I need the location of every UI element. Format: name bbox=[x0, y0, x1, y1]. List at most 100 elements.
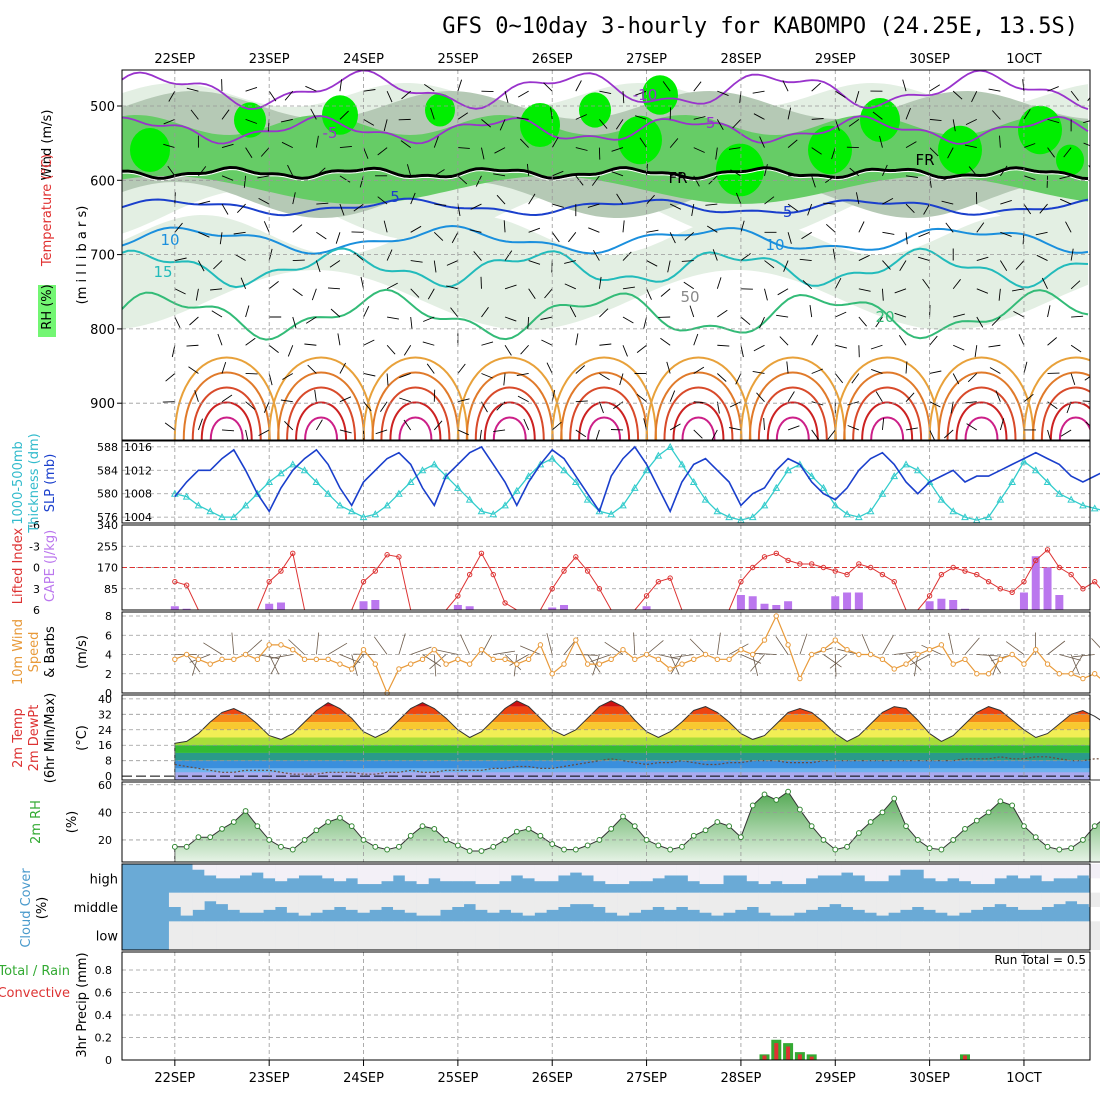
temp-tick: 40 bbox=[98, 693, 112, 706]
wind10-point bbox=[786, 643, 790, 647]
wind10-point bbox=[196, 657, 200, 661]
cloud-cell bbox=[428, 864, 440, 878]
cape-bar bbox=[454, 605, 462, 610]
cloud-cell bbox=[570, 921, 582, 950]
wind10-point bbox=[444, 662, 448, 666]
wind10-point bbox=[574, 638, 578, 642]
rh-point bbox=[739, 835, 744, 840]
cloud-level-label: low bbox=[96, 930, 119, 945]
thickness-tick: 584 bbox=[97, 464, 118, 477]
wind10-point bbox=[774, 614, 778, 618]
cloud-cell bbox=[664, 864, 676, 875]
cloud-cell bbox=[299, 864, 311, 875]
cloud-cell bbox=[794, 893, 806, 913]
cloud-cell bbox=[593, 893, 605, 907]
rh-point bbox=[573, 847, 578, 852]
cloud-cell bbox=[947, 864, 959, 878]
cloud-cell bbox=[558, 921, 570, 950]
cloud-cell bbox=[853, 921, 865, 950]
rh-point bbox=[597, 838, 602, 843]
cloud-cell bbox=[1006, 893, 1018, 907]
wind10-point bbox=[503, 657, 507, 661]
cloud-cell bbox=[322, 921, 334, 950]
temp-tick: 8 bbox=[105, 755, 112, 768]
rh-point bbox=[609, 826, 614, 831]
cape-bar bbox=[1020, 593, 1028, 611]
rh-point bbox=[538, 833, 543, 838]
date-label-top: 1OCT bbox=[1006, 52, 1042, 67]
rh-point bbox=[1022, 824, 1027, 829]
cloud-cell bbox=[275, 864, 287, 881]
slp-tick: 1008 bbox=[124, 488, 152, 501]
rh-point bbox=[397, 844, 402, 849]
cloud-cell bbox=[900, 921, 912, 950]
cloud-cell bbox=[947, 893, 959, 916]
date-label-top: 24SEP bbox=[343, 52, 384, 67]
cloud-cell bbox=[1018, 864, 1030, 878]
cloud-cell bbox=[1030, 921, 1042, 950]
pressure-tick-label: 500 bbox=[90, 100, 115, 115]
cape-bar bbox=[949, 600, 957, 610]
cape-tick: 340 bbox=[97, 519, 118, 532]
rh-point bbox=[774, 798, 779, 803]
cloud-cell bbox=[676, 864, 688, 875]
rh-point bbox=[338, 815, 343, 820]
cloud-cell bbox=[841, 921, 853, 950]
rh-tick: 60 bbox=[98, 779, 112, 792]
cloud-cell bbox=[593, 864, 605, 881]
cloud-cell bbox=[428, 893, 440, 916]
cloud-cell bbox=[735, 921, 747, 950]
cloud-cell bbox=[263, 921, 275, 950]
precip-convective-bar bbox=[774, 1043, 778, 1060]
cloud-cell bbox=[1053, 864, 1065, 878]
cloud-cell bbox=[582, 921, 594, 950]
temp-unit: (°C) bbox=[75, 725, 90, 751]
cloud-cell bbox=[181, 893, 193, 916]
cloud-cell bbox=[688, 893, 700, 910]
cape-tick: 170 bbox=[97, 562, 118, 575]
cloud-cell bbox=[700, 893, 712, 913]
cloud-cell bbox=[369, 893, 381, 910]
cloud-cell bbox=[735, 864, 747, 875]
cloud-cell bbox=[959, 864, 971, 881]
cloud-cell bbox=[417, 921, 429, 950]
cloud-cell bbox=[971, 893, 983, 910]
cloud-cell bbox=[405, 921, 417, 950]
precip-tick: 0 bbox=[105, 1054, 112, 1067]
cloud-cell bbox=[346, 893, 358, 910]
rh-point bbox=[526, 826, 531, 831]
cloud-level-label: high bbox=[90, 872, 118, 887]
date-label-top: 22SEP bbox=[154, 52, 195, 67]
chart-title: GFS 0~10day 3-hourly for KABOMPO (24.25E… bbox=[442, 14, 1078, 39]
cloud-cell bbox=[169, 893, 181, 907]
rh-point bbox=[750, 803, 755, 808]
rh-point bbox=[255, 824, 260, 829]
rh-point bbox=[951, 838, 956, 843]
rh-blob bbox=[520, 103, 560, 147]
cloud-cell bbox=[818, 864, 830, 875]
rh-point bbox=[514, 829, 519, 834]
temp-ylabel-a: 2m Temp bbox=[11, 708, 26, 768]
wind10-point bbox=[975, 672, 979, 676]
wind10-point bbox=[692, 657, 696, 661]
rh-tick: 20 bbox=[98, 834, 112, 847]
cloud-cell bbox=[405, 864, 417, 881]
wind10-point bbox=[998, 657, 1002, 661]
li-tick: -3 bbox=[29, 540, 40, 553]
cloud-cell bbox=[1065, 864, 1077, 878]
ylabel-rh: RH (%) bbox=[40, 284, 55, 329]
wind10-tick: 6 bbox=[105, 629, 112, 642]
rh-point bbox=[621, 814, 626, 819]
cloud-cell bbox=[747, 921, 759, 950]
temp-tick: 32 bbox=[98, 708, 112, 721]
wind10-point bbox=[939, 643, 943, 647]
rh-point bbox=[420, 824, 425, 829]
cloud-cell bbox=[841, 864, 853, 873]
rh-unit: (%) bbox=[65, 811, 80, 834]
rh-point bbox=[361, 838, 366, 843]
cloud-cell bbox=[912, 864, 924, 870]
cloud-cell bbox=[652, 864, 664, 878]
cloud-cell bbox=[888, 893, 900, 913]
rh-point bbox=[927, 846, 932, 851]
cloud-cell bbox=[511, 864, 523, 875]
